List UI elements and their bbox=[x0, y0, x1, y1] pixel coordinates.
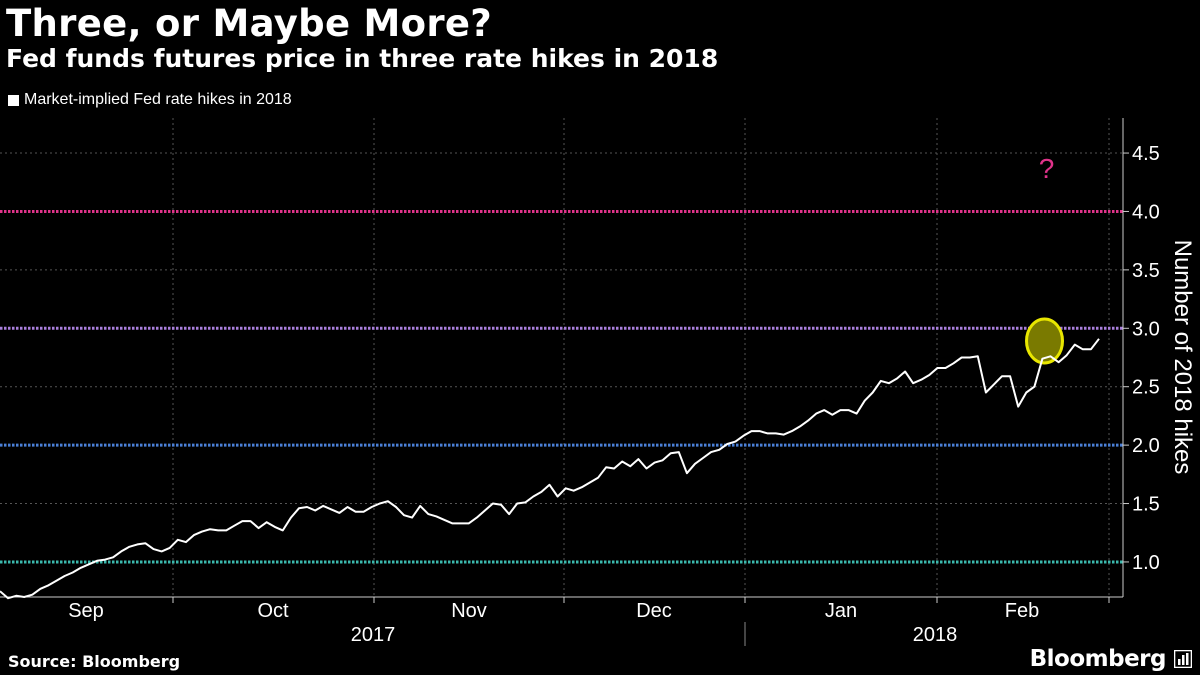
legend: Market-implied Fed rate hikes in 2018 bbox=[8, 91, 292, 109]
question-annotation: ? bbox=[1039, 153, 1055, 184]
y-tick-label-4: 3.0 bbox=[1132, 318, 1160, 340]
year-label-2018: 2018 bbox=[913, 624, 958, 646]
y-tick-label-5: 3.5 bbox=[1132, 260, 1160, 282]
brand-wordmark: Bloomberg bbox=[1029, 646, 1167, 672]
chart-subtitle: Fed funds futures price in three rate hi… bbox=[6, 44, 719, 73]
y-tick-label-2: 2.0 bbox=[1132, 435, 1160, 457]
y-tick-label-3: 2.5 bbox=[1132, 377, 1160, 399]
chart-title: Three, or Maybe More? bbox=[6, 2, 493, 45]
month-label-sep: Sep bbox=[68, 600, 104, 622]
y-tick-label-1: 1.5 bbox=[1132, 494, 1160, 516]
year-label-2017: 2017 bbox=[351, 624, 396, 646]
brand-logo: Bloomberg bbox=[1030, 646, 1192, 672]
y-tick-label-6: 4.0 bbox=[1132, 201, 1160, 223]
source-note: Source: Bloomberg bbox=[8, 652, 181, 671]
legend-swatch bbox=[8, 94, 19, 106]
month-label-dec: Dec bbox=[636, 600, 672, 622]
series-line bbox=[0, 338, 1100, 600]
month-label-feb: Feb bbox=[1005, 600, 1039, 622]
month-label-oct: Oct bbox=[257, 600, 289, 622]
terminal-icon bbox=[1174, 650, 1192, 668]
month-label-jan: Jan bbox=[825, 600, 857, 622]
month-label-nov: Nov bbox=[451, 600, 487, 622]
y-tick-label-7: 4.5 bbox=[1132, 143, 1160, 165]
highlight-circle bbox=[1025, 317, 1065, 365]
y-tick-label-0: 1.0 bbox=[1132, 552, 1160, 574]
y-axis-title: Number of 2018 hikes bbox=[1169, 240, 1196, 475]
legend-label: Market-implied Fed rate hikes in 2018 bbox=[24, 91, 292, 108]
